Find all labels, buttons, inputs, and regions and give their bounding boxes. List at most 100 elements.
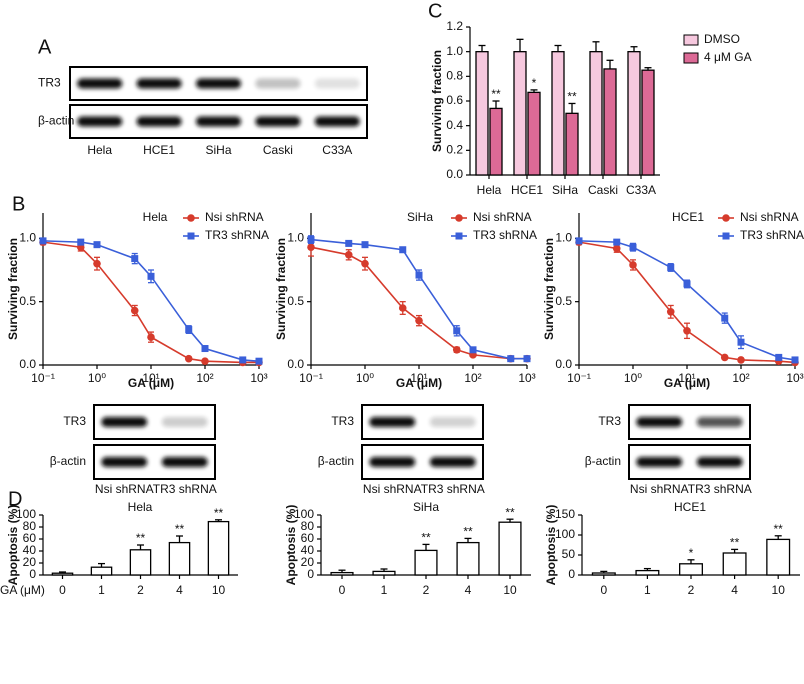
point [239,356,247,364]
point [737,356,745,364]
point [612,244,621,253]
blot-row-label: β-actin [38,114,74,128]
point [629,243,637,251]
point [93,259,101,268]
y-tick-label: 40 [23,543,37,557]
y-tick-label: 0.0 [446,167,463,181]
x-tick-label: 10⁰ [624,371,642,385]
panel-label: D [8,488,22,510]
x-tick-label: 10¹ [678,371,695,385]
y-tick-label: 1.0 [446,44,463,58]
y-tick-label: 1.0 [19,231,36,245]
y-tick-label: 1.2 [446,19,463,33]
y-tick-label: 0.0 [19,357,36,371]
x-tick-label: 10⁻¹ [31,371,55,385]
blot-lane-label: C33A [322,143,352,157]
legend-label: 4 μM GA [704,50,752,64]
blot-lane-label: Nsi shRNA [363,482,422,496]
x-tick-label: 10² [196,371,213,385]
blot-band [161,457,208,467]
point [147,272,155,280]
point [131,255,139,263]
y-tick-label: 60 [23,531,37,545]
significance-label: ** [175,522,185,536]
point [613,238,621,246]
blot-band [255,116,301,127]
blot-band [636,457,683,467]
blot-lane-label: Hela [87,143,112,157]
point [399,246,407,254]
x-tick-label: 10² [464,371,481,385]
line [578,241,796,364]
point [791,356,799,364]
x-axis-title: GA (μM) [664,376,710,390]
bar [330,571,354,576]
legend-label: DMSO [704,32,740,46]
y-axis-title: Apoptosis (%) [6,505,20,586]
point [415,316,423,325]
bar [722,552,747,576]
point [507,355,515,363]
point [666,308,675,316]
point [345,239,353,247]
blot-band [314,78,360,89]
chart-title: Hela [143,210,168,224]
legend-marker [722,232,730,240]
bar [679,563,703,576]
x-tick-label: 4 [465,583,472,597]
x-axis-title: GA (μM) [396,376,442,390]
legend-label: Nsi shRNA [205,210,264,224]
point [683,280,691,288]
blot-lane-label: Nsi shRNA [95,482,154,496]
blot-row-label: TR3 [38,76,61,90]
bar [475,51,489,176]
y-axis-title: Surviving fraction [274,238,288,340]
legend-marker [455,232,463,240]
significance-label: ** [567,90,577,104]
chart-title: HCE1 [674,500,706,514]
point [737,338,745,346]
bar [513,51,527,176]
chart-title: SiHa [413,500,439,514]
y-tick-label: 40 [301,543,315,557]
blot-band [429,457,476,467]
bar [372,570,396,576]
point [130,306,139,315]
blot-lane-label: HCE1 [143,143,175,157]
blot-row-label: TR3 [63,414,86,428]
y-tick-label: 150 [555,507,575,521]
x-tick-label: 10 [772,583,786,597]
x-tick-label: HCE1 [511,183,543,197]
x-tick-label: 1 [98,583,105,597]
blot-band [136,116,182,127]
x-tick-label: 1 [381,583,388,597]
chart-title: HCE1 [672,210,704,224]
point [361,259,369,268]
y-tick-label: 80 [301,519,315,533]
x-tick-label: 4 [731,583,738,597]
blot-row-label: TR3 [331,414,354,428]
x-tick-label: 10 [503,583,517,597]
bar [641,69,655,176]
panel-label: B [12,193,25,215]
significance-label: ** [491,87,501,101]
bar [766,538,791,576]
blot-band [77,78,123,89]
y-tick-label: 100 [294,507,314,521]
point [721,314,729,322]
x-tick-label: 10³ [250,371,267,385]
blot-band [369,417,416,427]
line [42,241,259,364]
y-tick-label: 20 [23,555,37,569]
bar [551,51,565,176]
chart-title: SiHa [407,210,433,224]
point [255,357,263,365]
point [77,238,85,246]
significance-label: ** [463,525,473,539]
x-tick-label: 0 [600,583,607,597]
bar [456,541,480,576]
legend-label: Nsi shRNA [740,210,799,224]
line [42,240,260,362]
point [452,346,461,354]
